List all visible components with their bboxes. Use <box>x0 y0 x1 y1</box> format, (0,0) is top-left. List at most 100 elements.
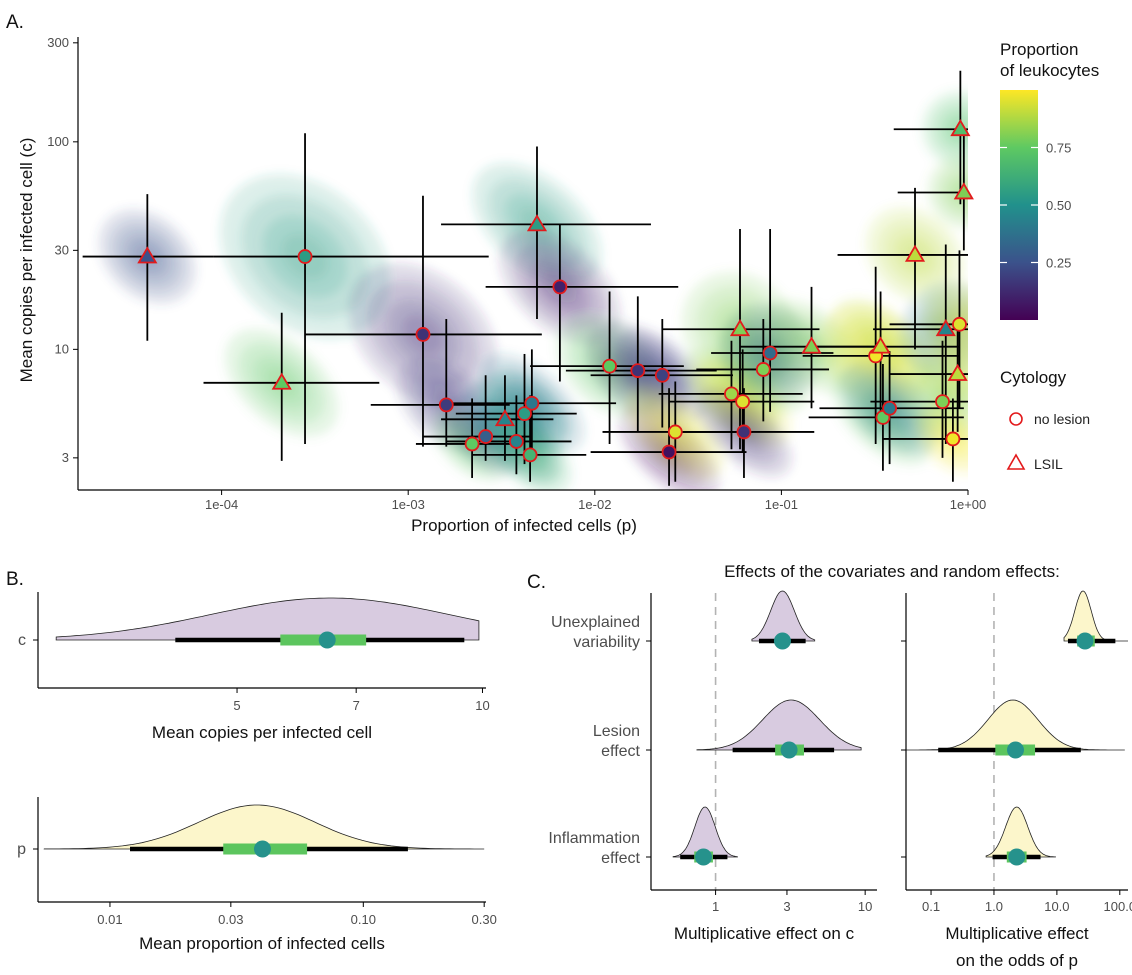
x-tick-label: 1e-04 <box>205 497 238 512</box>
x-tick-label: 10 <box>858 899 872 914</box>
point-no-lesion <box>945 431 961 447</box>
x-tick-label: 10 <box>475 698 489 713</box>
point-no-lesion <box>478 429 494 444</box>
point-no-lesion <box>654 367 670 383</box>
point-no-lesion <box>882 400 897 416</box>
colorbar-title-line1: Proportion <box>1000 40 1078 59</box>
category-label: p <box>17 841 26 858</box>
x-axis-label: on the odds of p <box>956 951 1078 970</box>
category-label: variability <box>573 634 640 651</box>
point-lsil <box>953 182 974 200</box>
x-tick-label: 5 <box>233 698 240 713</box>
point-no-lesion <box>522 447 538 463</box>
point-no-lesion <box>724 386 739 402</box>
median-point <box>1076 632 1094 650</box>
point-no-lesion <box>762 345 778 361</box>
x-tick-label: 1e-01 <box>765 497 798 512</box>
density-curve <box>985 806 1056 858</box>
panel-a-points <box>137 118 974 463</box>
point-lsil <box>271 372 292 390</box>
x-tick-label: 1 <box>712 899 719 914</box>
point-no-lesion <box>508 434 524 449</box>
y-tick-label: 30 <box>55 242 69 257</box>
x-axis-label: Mean copies per infected cell <box>152 723 372 742</box>
y-tick-label: 10 <box>55 341 69 356</box>
median-point <box>1008 848 1026 866</box>
category-label: Lesion <box>593 723 640 740</box>
x-tick-label: 7 <box>353 698 360 713</box>
median-point <box>253 840 271 858</box>
density-curve <box>696 699 862 751</box>
point-no-lesion <box>735 394 751 410</box>
x-tick-label: 1.0 <box>985 899 1003 914</box>
x-axis-label: Multiplicative effect <box>945 924 1089 943</box>
panel-a-y-ticks: 3 10 30 100 300 <box>47 35 78 465</box>
density-curve <box>1063 590 1128 642</box>
point-lsil <box>526 214 548 232</box>
legend-circle-icon <box>1009 412 1023 426</box>
point-no-lesion <box>438 397 454 413</box>
category-label: effect <box>601 850 640 867</box>
point-lsil <box>801 336 822 354</box>
point-lsil <box>947 363 968 381</box>
panel-a-y-label: Mean copies per infected cell (c) <box>17 138 36 383</box>
category-label: effect <box>601 743 640 760</box>
point-no-lesion <box>464 436 480 452</box>
point-lsil <box>950 118 971 137</box>
median-point <box>773 632 791 650</box>
density-curve <box>55 597 480 641</box>
point-no-lesion <box>524 395 540 411</box>
median-point <box>694 848 712 866</box>
x-tick-label: 1e-02 <box>578 497 611 512</box>
colorbar-ticks: 0.25 0.50 0.75 <box>1000 141 1071 271</box>
x-axis-label: Multiplicative effect on c <box>674 924 855 943</box>
density-curve <box>751 590 816 642</box>
panel-a-density-clouds <box>98 90 968 490</box>
y-tick-label: 100 <box>47 134 69 149</box>
colorbar-tick-label: 0.25 <box>1046 256 1071 271</box>
median-point <box>780 741 798 759</box>
x-tick-label: 10.0 <box>1044 899 1069 914</box>
point-no-lesion <box>935 394 950 410</box>
panel-b-label: B. <box>6 569 24 590</box>
y-tick-label: 300 <box>47 35 69 50</box>
panel-a-x-ticks: 1e-04 1e-03 1e-02 1e-01 1e+00 <box>205 490 986 512</box>
point-lsil <box>729 318 751 337</box>
x-tick-label: 100.0 <box>1104 899 1132 914</box>
x-tick-label: 1e-03 <box>392 497 425 512</box>
density-blur-layer <box>98 90 968 490</box>
point-no-lesion <box>602 358 617 374</box>
panel-c-title: Effects of the covariates and random eff… <box>724 562 1060 581</box>
point-no-lesion <box>297 249 313 264</box>
density-curve <box>672 806 738 858</box>
legend-triangle-icon <box>1006 453 1026 470</box>
colorbar-title-line2: of leukocytes <box>1000 61 1099 80</box>
colorbar-tick-label: 0.75 <box>1046 141 1071 156</box>
x-tick-label: 1e+00 <box>950 497 987 512</box>
category-label: Inflammation <box>548 830 640 847</box>
point-no-lesion <box>736 424 752 440</box>
panel-c-categories: Unexplained variability Lesion effect Inflam… <box>548 614 640 867</box>
point-no-lesion <box>630 363 646 378</box>
panel-a-x-label: Proportion of infected cells (p) <box>411 516 637 535</box>
point-lsil <box>935 318 956 337</box>
point-lsil <box>494 409 516 427</box>
median-point <box>1007 741 1025 759</box>
x-tick-label: 3 <box>783 899 790 914</box>
panel-c-label: C. <box>527 572 546 593</box>
y-tick-label: 3 <box>62 450 69 465</box>
panel-b-copies-plot: c 5 7 10 Mean copies per infected cell <box>18 592 490 742</box>
x-tick-label: 0.01 <box>97 912 122 927</box>
legend-label-lsil: LSIL <box>1034 456 1063 472</box>
legend-label-no-lesion: no lesion <box>1034 411 1090 427</box>
panel-c-effect-on-odds-p-plot: 0.1 1.0 10.0 100.0 Multiplicative effect on t… <box>901 590 1132 970</box>
median-point <box>318 631 336 649</box>
panel-a-label: A. <box>6 12 24 33</box>
point-lsil <box>137 246 158 264</box>
x-tick-label: 0.03 <box>218 912 243 927</box>
colorbar-tick-label: 0.50 <box>1046 198 1071 213</box>
point-lsil <box>904 244 926 262</box>
point-no-lesion <box>415 327 431 342</box>
